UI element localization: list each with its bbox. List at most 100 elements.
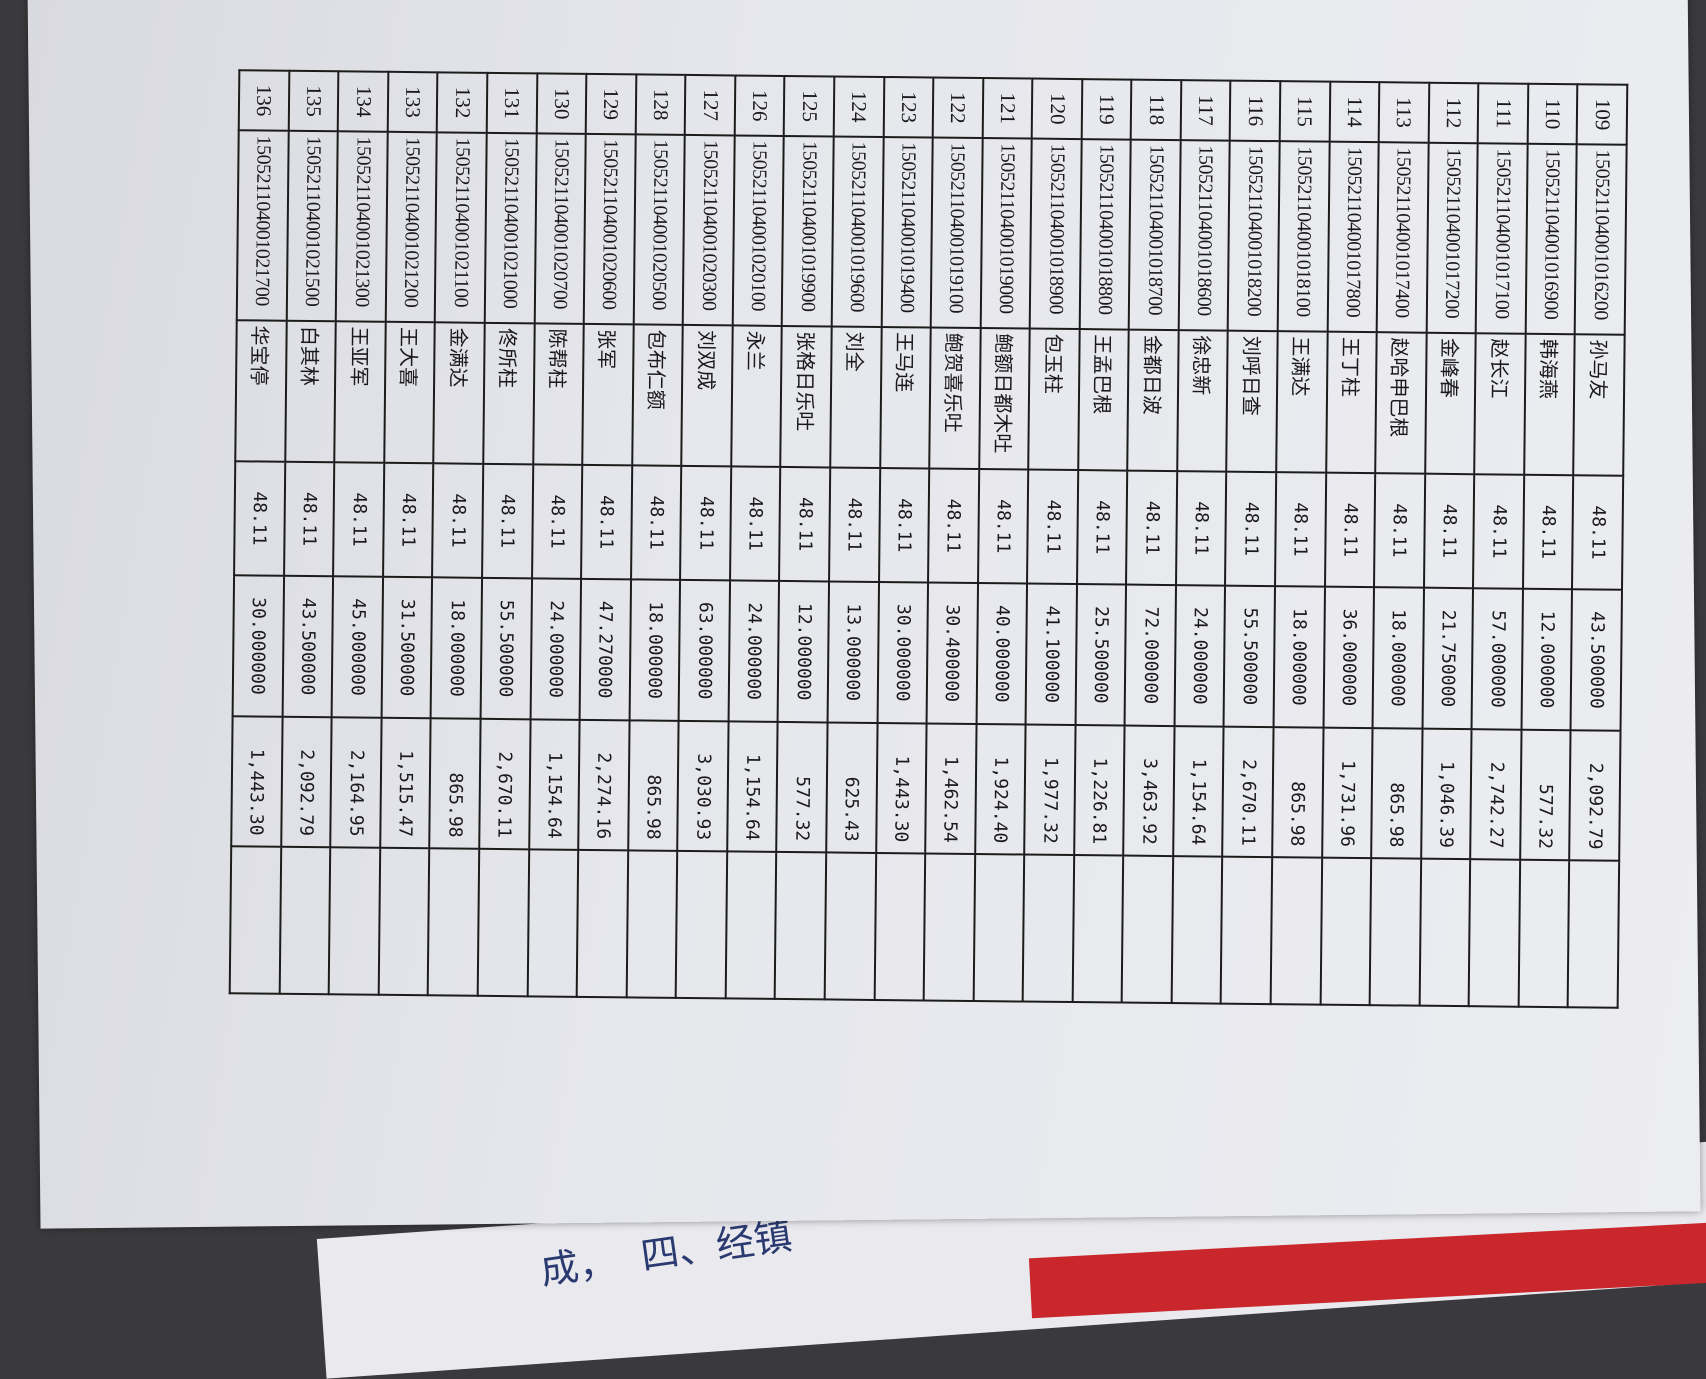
amount: 2,092.79: [281, 716, 332, 848]
amount: 1,443.30: [231, 716, 283, 847]
blank-cell: [1221, 856, 1273, 1005]
unit-price: 48.11: [779, 466, 831, 582]
unit-price: 48.11: [680, 465, 732, 581]
amount: 1,154.64: [1173, 726, 1225, 857]
area: 55.500000: [1224, 585, 1276, 728]
amount: 1,154.64: [727, 721, 779, 852]
table-row: 123 150521104001019400 王马连 48.11 30.000000 1,…: [874, 77, 934, 1001]
account-id: 150521104001018700: [1129, 139, 1181, 331]
unit-price: 48.11: [878, 467, 930, 583]
amount: 1,515.47: [380, 717, 432, 849]
area: 55.500000: [480, 577, 532, 720]
underlying-page-text: 成，: [537, 1238, 620, 1294]
table-row: 119 150521104001018800 王孟巴根 48.11 25.500000 1…: [1072, 79, 1132, 1003]
table-row: 133 150521104001021200 王大喜 48.11 31.500000 1,…: [378, 71, 438, 996]
unit-price: 48.11: [729, 466, 781, 581]
row-number: 119: [1081, 79, 1132, 140]
table-row: 128 150521104001020500 包布仁额 48.11 18.000000 8…: [626, 74, 686, 998]
blank-cell: [973, 854, 1025, 1002]
blank-cell: [1468, 859, 1521, 1007]
amount: 1,731.96: [1321, 727, 1373, 859]
account-id: 150521104001020100: [732, 135, 785, 326]
unit-price: 48.11: [1076, 470, 1128, 585]
table-row: 109 150521104001016200 孙马友 48.11 43.500000 2,…: [1568, 84, 1628, 1008]
account-id: 150521104001017100: [1475, 143, 1528, 334]
amount: 1,443.30: [875, 722, 927, 854]
row-number: 117: [1180, 80, 1231, 141]
row-number: 134: [338, 71, 389, 132]
amount: 1,924.40: [974, 724, 1026, 855]
amount: 3,463.92: [1123, 725, 1175, 857]
unit-price: 48.11: [1275, 472, 1326, 587]
area: 43.500000: [1570, 589, 1622, 731]
unit-price: 48.11: [581, 464, 632, 580]
person-name: 白其林: [285, 320, 337, 463]
table-row: 110 150521104001016900 韩海燕 48.11 12.000000 57…: [1518, 83, 1578, 1008]
person-name: 永兰: [731, 325, 783, 467]
unit-price: 48.11: [1225, 471, 1277, 587]
amount: 1,046.39: [1420, 728, 1472, 860]
account-id: 150521104001018200: [1228, 140, 1280, 332]
table-row: 114 150521104001017800 王丁柱 48.11 36.000000 1,…: [1320, 81, 1380, 1006]
row-number: 122: [932, 77, 984, 139]
row-number: 111: [1477, 83, 1529, 144]
person-name: 王亚军: [334, 321, 386, 463]
person-name: 张格日乐吐: [780, 325, 832, 468]
row-number: 126: [734, 75, 785, 136]
unit-price: 48.11: [1126, 470, 1178, 586]
blank-cell: [1320, 857, 1372, 1006]
row-number: 123: [883, 77, 934, 138]
person-name: 金都日波: [1127, 329, 1179, 472]
person-name: 刘呼日查: [1226, 330, 1278, 473]
unit-price: 48.11: [234, 461, 286, 576]
blank-cell: [1419, 858, 1471, 1007]
area: 31.500000: [381, 576, 433, 719]
row-number: 118: [1131, 79, 1182, 141]
area: 25.500000: [1075, 584, 1127, 726]
table-row: 115 150521104001018100 王满达 48.11 18.000000 86…: [1270, 81, 1330, 1005]
row-number: 121: [982, 78, 1033, 139]
table-row: 121 150521104001019000 鲍额日都木吐 48.11 40.00000…: [973, 78, 1033, 1002]
blank-cell: [1122, 855, 1174, 1004]
person-name: 孙马友: [1573, 334, 1625, 476]
blank-cell: [1518, 859, 1570, 1008]
table-row: 120 150521104001018900 包玉柱 48.11 41.100000 1,…: [1022, 78, 1083, 1003]
unit-price: 48.11: [1572, 475, 1624, 590]
account-id: 150521104001017400: [1376, 142, 1429, 333]
amount: 1,154.64: [528, 719, 580, 850]
area: 63.000000: [678, 579, 730, 722]
row-number: 109: [1577, 84, 1628, 145]
unit-price: 48.11: [333, 462, 385, 577]
person-name: 鲍贺喜乐吐: [929, 327, 981, 470]
row-number: 131: [486, 72, 537, 134]
blank-cell: [824, 852, 876, 1000]
person-name: 鲍额日都木吐: [978, 328, 1030, 470]
account-id: 150521104001016900: [1525, 143, 1578, 335]
row-number: 116: [1230, 80, 1281, 142]
row-number: 124: [833, 76, 884, 138]
table-row: 117 150521104001018600 徐忠新 48.11 24.000000 1,…: [1171, 80, 1231, 1004]
person-name: 赵长江: [1474, 333, 1526, 475]
unit-price: 48.11: [829, 467, 880, 582]
unit-price: 48.11: [283, 461, 335, 577]
table-row: 130 150521104001020700 陈帮柱 48.11 24.000000 1,…: [527, 73, 587, 997]
table-row: 113 150521104001017400 赵哈申巴根 48.11 18.000000…: [1369, 82, 1430, 1006]
unit-price: 48.11: [630, 465, 682, 580]
blank-cell: [775, 851, 827, 1000]
amount: 1,462.54: [925, 723, 977, 855]
area: 18.000000: [431, 577, 483, 719]
row-number: 120: [1031, 78, 1083, 140]
blank-cell: [923, 853, 975, 1001]
table-row: 126 150521104001020100 永兰 48.11 24.000000 1,1…: [725, 75, 785, 999]
area: 30.000000: [877, 581, 929, 724]
amount: 577.32: [1520, 729, 1571, 861]
account-id: 150521104001020500: [633, 134, 686, 325]
amount: 865.98: [1272, 727, 1324, 858]
person-name: 佟所柱: [483, 322, 535, 465]
person-name: 陈帮柱: [532, 323, 584, 465]
account-id: 150521104001019900: [782, 135, 834, 327]
blank-cell: [725, 851, 777, 999]
row-number: 128: [635, 74, 686, 135]
area: 12.000000: [778, 580, 830, 723]
table-row: 127 150521104001020300 刘双成 48.11 63.000000 3,…: [675, 74, 736, 999]
